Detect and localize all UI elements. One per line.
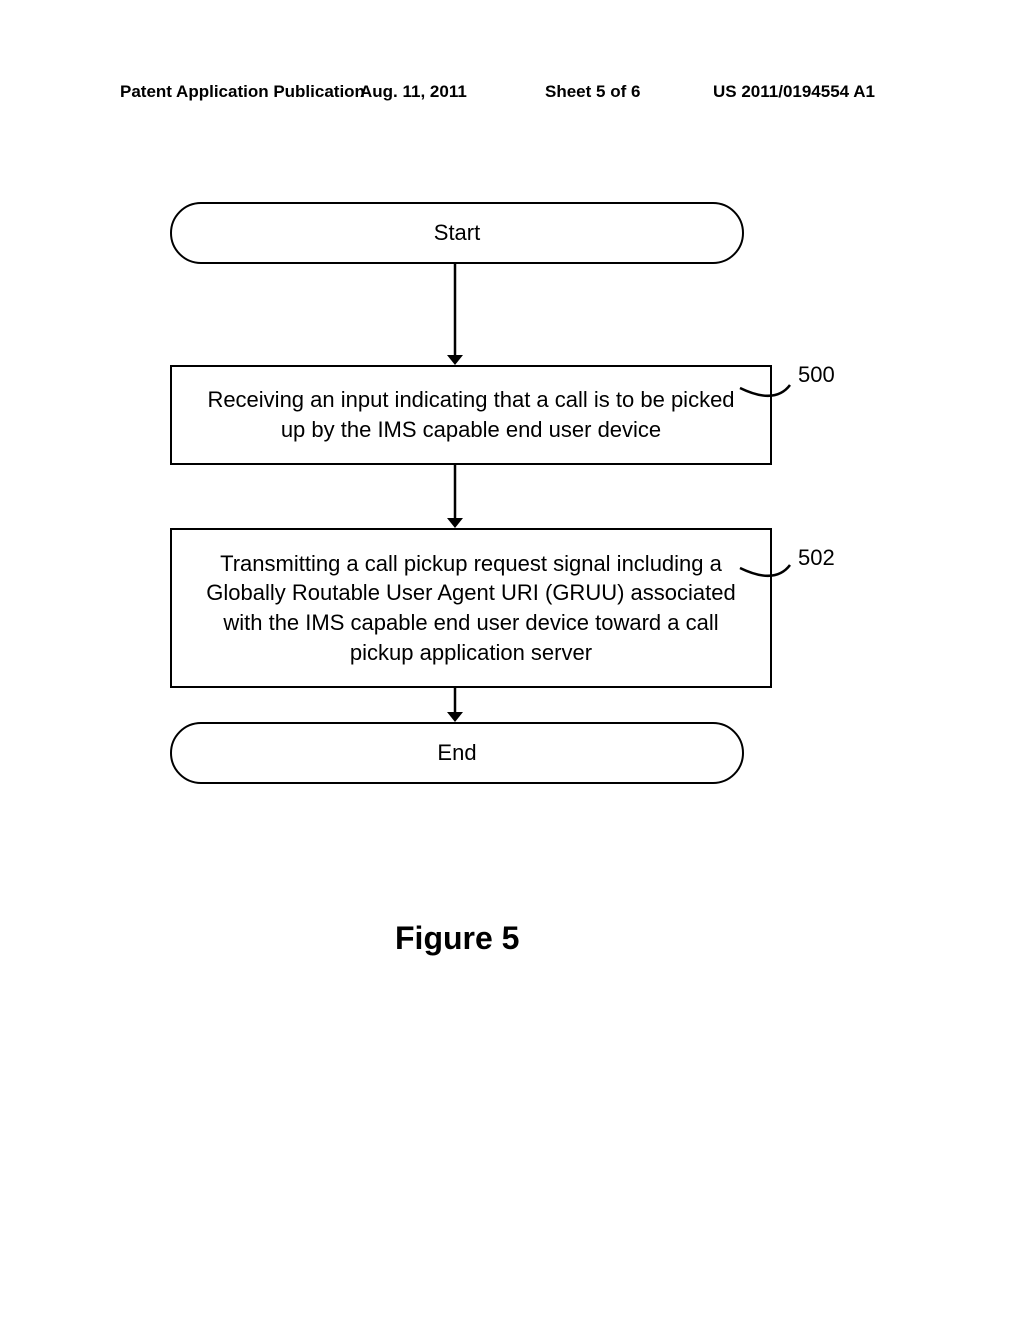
publication-type-label: Patent Application Publication [120, 82, 365, 102]
ref-number-label: 500 [798, 362, 835, 388]
publication-date-label: Aug. 11, 2011 [360, 82, 467, 102]
sheet-number-label: Sheet 5 of 6 [545, 82, 640, 102]
flow-node-label: Start [434, 220, 480, 246]
flowchart-diagram: Start Receiving an input indicating that … [0, 170, 1024, 870]
flow-process-step500: Receiving an input indicating that a cal… [170, 365, 772, 465]
flow-arrow [440, 260, 470, 367]
flow-terminator-start: Start [170, 202, 744, 264]
flow-node-label: Receiving an input indicating that a cal… [207, 385, 734, 444]
figure-caption: Figure 5 [395, 920, 519, 957]
flow-node-label: End [437, 740, 476, 766]
ref-number-label: 502 [798, 545, 835, 571]
publication-number-label: US 2011/0194554 A1 [713, 82, 875, 102]
flow-node-label: Transmitting a call pickup request signa… [206, 549, 735, 668]
ref-lead-line [736, 381, 794, 409]
ref-lead-line [736, 561, 794, 589]
flow-terminator-end: End [170, 722, 744, 784]
flow-process-step502: Transmitting a call pickup request signa… [170, 528, 772, 688]
page: Patent Application Publication Aug. 11, … [0, 0, 1024, 1320]
